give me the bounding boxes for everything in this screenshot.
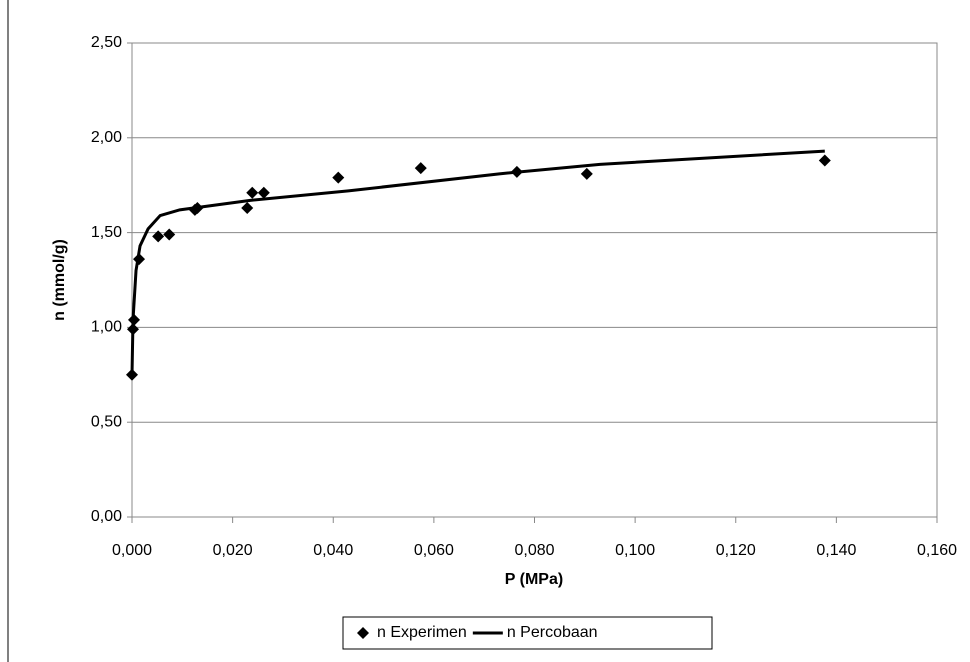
y-tick-label: 1,00: [91, 319, 122, 336]
x-tick-label: 0,040: [313, 542, 353, 559]
y-tick-label: 2,50: [91, 34, 122, 51]
data-point: [415, 162, 427, 174]
y-tick-label: 0,00: [91, 508, 122, 525]
y-tick-label: 0,50: [91, 413, 122, 430]
x-tick-label: 0,120: [716, 542, 756, 559]
y-axis-title: n (mmol/g): [51, 239, 68, 321]
y-tick-label: 2,00: [91, 129, 122, 146]
x-tick-label: 0,020: [213, 542, 253, 559]
plot-area: [132, 43, 937, 517]
x-axis-title: P (MPa): [505, 571, 563, 588]
x-tick-label: 0,080: [514, 542, 554, 559]
data-point: [246, 187, 258, 199]
data-point: [163, 228, 175, 240]
y-tick-label: 1,50: [91, 224, 122, 241]
data-point: [133, 253, 145, 265]
x-tick-label: 0,060: [414, 542, 454, 559]
x-tick-label: 0,000: [112, 542, 152, 559]
chart: P (MPa) n (mmol/g) 0,00 0,50 1,00 1,50 2,00 2…: [0, 0, 970, 662]
series-line: [132, 151, 825, 375]
data-point: [127, 323, 139, 335]
data-point: [128, 314, 140, 326]
x-tick-label: 0,100: [615, 542, 655, 559]
data-point: [581, 168, 593, 180]
x-tick-label: 0,160: [917, 542, 957, 559]
data-point: [819, 155, 831, 167]
legend-label: n Percobaan: [507, 624, 598, 641]
data-point: [241, 202, 253, 214]
data-point: [258, 187, 270, 199]
legend-label: n Experimen: [377, 624, 467, 641]
x-tick-label: 0,140: [816, 542, 856, 559]
data-point: [332, 172, 344, 184]
data-point: [126, 369, 138, 381]
data-point: [511, 166, 523, 178]
